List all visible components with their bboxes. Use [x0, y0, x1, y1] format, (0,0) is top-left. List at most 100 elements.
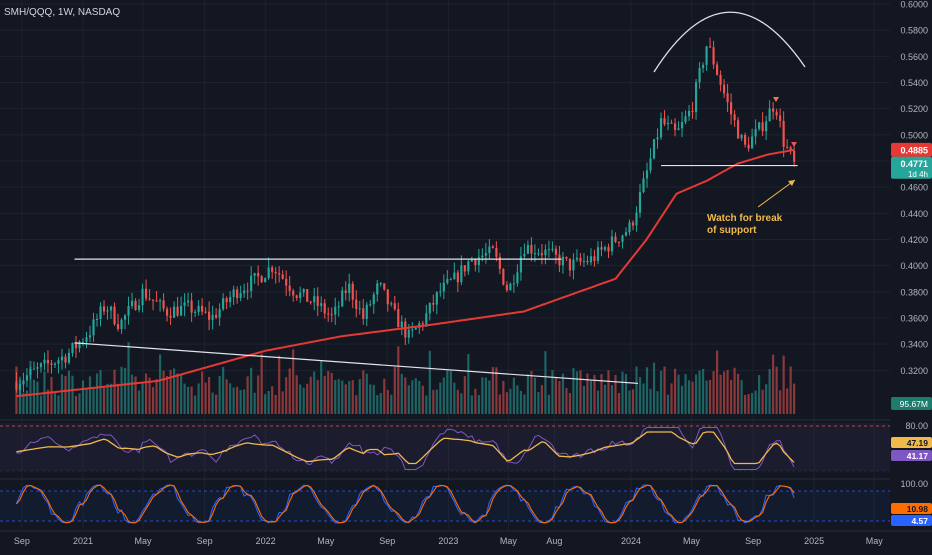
candle-body: [330, 314, 333, 316]
volume-bar: [351, 380, 354, 414]
volume-bar: [172, 368, 176, 414]
volume-bar: [141, 382, 144, 414]
volume-bar: [130, 374, 134, 414]
candle-body: [477, 257, 480, 265]
candle-body: [85, 337, 88, 342]
volume-bar: [418, 380, 421, 414]
candle-body: [523, 253, 526, 257]
candle-body: [137, 305, 141, 310]
volume-bar: [292, 349, 295, 414]
candle-body: [779, 115, 782, 121]
candle-body: [544, 249, 547, 256]
candle-body: [484, 252, 487, 256]
volume-bar: [260, 353, 263, 414]
volume-bar: [390, 394, 393, 414]
candle-body: [53, 363, 57, 365]
candle-body: [180, 305, 183, 316]
stoch-pane: [0, 478, 932, 524]
volume-bar: [229, 383, 232, 414]
stoch-k-tag: [891, 503, 932, 514]
candle-body: [789, 147, 792, 151]
candle-body: [123, 315, 127, 320]
volume-bar: [355, 395, 358, 414]
candle-body: [498, 256, 501, 269]
candle-body: [74, 342, 78, 349]
volume-bar: [278, 355, 281, 414]
candle-body: [754, 128, 757, 137]
candle-body: [649, 158, 652, 171]
volume-bar: [225, 379, 228, 414]
candle-body: [407, 329, 410, 338]
candle-body: [631, 222, 635, 226]
candle-body: [722, 84, 726, 94]
volume-bar: [705, 380, 708, 414]
volume-bar: [758, 375, 761, 414]
volume-bar: [754, 390, 757, 414]
volume-bar: [71, 375, 74, 414]
price-tick-label: 0.6000: [900, 0, 928, 10]
candle-body: [740, 134, 743, 139]
candle-body: [582, 260, 586, 262]
candle-body: [579, 257, 582, 262]
volume-bar: [677, 374, 680, 414]
candle-body: [71, 342, 74, 353]
candle-body: [358, 308, 361, 310]
descending-trendline: [74, 342, 639, 385]
volume-bar: [236, 386, 239, 414]
candle-body: [25, 375, 29, 381]
time-tick-label: Sep: [379, 536, 395, 546]
volume-bar: [36, 381, 39, 414]
volume-bar: [554, 377, 558, 414]
volume-bar: [197, 383, 200, 414]
volume-bar: [425, 395, 428, 414]
volume-bar: [144, 373, 148, 414]
candle-body: [383, 283, 386, 290]
candle-body: [36, 367, 39, 369]
candle-body: [309, 301, 312, 303]
time-tick-label: Sep: [745, 536, 761, 546]
volume-bar: [362, 370, 365, 414]
volume-bar: [106, 383, 109, 414]
volume-bar: [733, 367, 736, 414]
candle-body: [411, 329, 414, 331]
volume-bar: [628, 390, 631, 414]
volume-bar: [369, 384, 372, 414]
volume-bar: [744, 394, 747, 414]
candle-body: [435, 292, 438, 305]
candle-body: [386, 289, 389, 305]
candle-body: [708, 46, 712, 48]
candle-body: [267, 267, 270, 279]
volume-bar: [288, 368, 291, 414]
symbol-title[interactable]: SMH/QQQ, 1W, NASDAQ: [4, 7, 120, 18]
ma-price-tag: [891, 142, 932, 157]
volume-bar: [530, 370, 533, 414]
candle-body: [642, 178, 645, 193]
volume-bar: [737, 373, 740, 414]
candle-body: [730, 102, 733, 115]
candle-body: [148, 298, 151, 300]
volume-bar: [414, 378, 417, 414]
volume-bar: [460, 393, 463, 414]
volume-bar: [85, 389, 88, 414]
volume-bar: [169, 370, 172, 414]
candle-body: [680, 122, 684, 129]
volume-bar: [222, 366, 225, 414]
volume-bar: [751, 392, 754, 414]
moving-average-line: [16, 148, 795, 398]
candle-body: [687, 110, 691, 117]
time-tick-label: Sep: [14, 536, 30, 546]
volume-bar: [579, 370, 582, 414]
volume-bar: [453, 382, 456, 414]
candle-body: [22, 380, 25, 385]
candle-body: [782, 120, 785, 147]
candle-body: [176, 306, 179, 316]
rsi-ma-tag: [891, 437, 932, 448]
volume-bar: [558, 380, 561, 414]
candle-body: [57, 360, 60, 364]
time-tick-label: 2024: [621, 536, 641, 546]
candle-body: [327, 313, 330, 315]
candle-body: [758, 122, 761, 129]
volume-bar: [81, 380, 85, 414]
candle-body: [169, 315, 172, 318]
